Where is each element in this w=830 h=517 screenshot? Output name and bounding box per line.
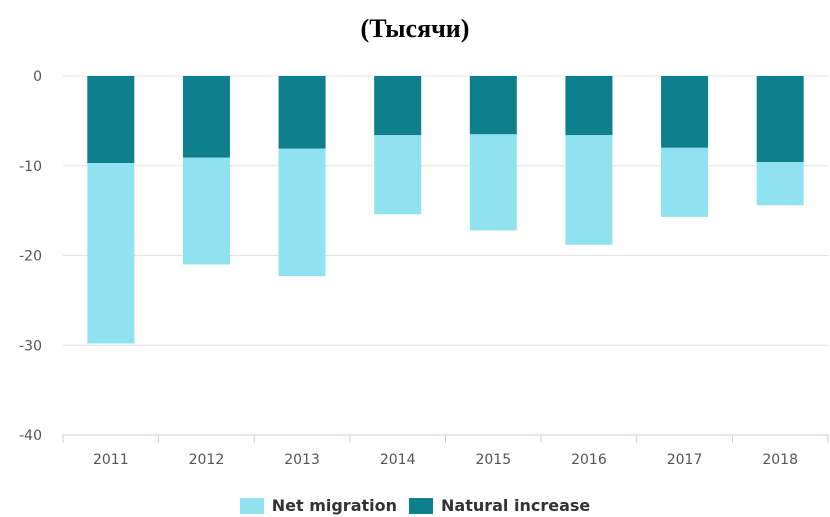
y-tick-label: 0: [33, 69, 42, 85]
bar-natural-increase: [756, 76, 804, 163]
bar-net-migration: [565, 135, 613, 245]
bar-natural-increase: [661, 76, 709, 148]
legend-item-natural-increase[interactable]: Natural increase: [409, 496, 590, 515]
bar-natural-increase: [565, 76, 613, 136]
x-tick-label: 2015: [475, 452, 511, 468]
x-tick-label: 2012: [189, 452, 225, 468]
x-tick-label: 2016: [571, 452, 607, 468]
x-tick-label: 2013: [284, 452, 320, 468]
bar-natural-increase: [374, 76, 422, 136]
bar-net-migration: [374, 135, 422, 215]
legend: Net migration Natural increase: [0, 496, 830, 515]
bar-net-migration: [182, 157, 230, 265]
bar-net-migration: [756, 162, 804, 206]
y-tick-label: -20: [19, 249, 42, 265]
y-tick-label: -10: [19, 159, 42, 175]
y-tick-label: -40: [19, 428, 42, 444]
bar-natural-increase: [87, 76, 135, 164]
legend-label-net-migration: Net migration: [271, 496, 398, 515]
legend-item-net-migration[interactable]: Net migration: [239, 496, 398, 515]
bar-net-migration: [278, 148, 326, 277]
x-tick-label: 2017: [667, 452, 703, 468]
x-tick-label: 2014: [380, 452, 416, 468]
bar-net-migration: [87, 163, 135, 344]
bar-natural-increase: [278, 76, 326, 149]
bar-net-migration: [661, 147, 709, 217]
legend-swatch-net-migration: [239, 497, 264, 514]
bar-net-migration: [469, 134, 517, 231]
bar-natural-increase: [469, 76, 517, 135]
x-tick-label: 2011: [93, 452, 129, 468]
x-tick-label: 2018: [762, 452, 798, 468]
legend-swatch-natural-increase: [409, 497, 434, 514]
bar-natural-increase: [182, 76, 230, 158]
chart-title: (Тысячи): [360, 14, 470, 43]
y-tick-label: -30: [19, 338, 42, 354]
legend-label-natural-increase: Natural increase: [441, 496, 591, 515]
